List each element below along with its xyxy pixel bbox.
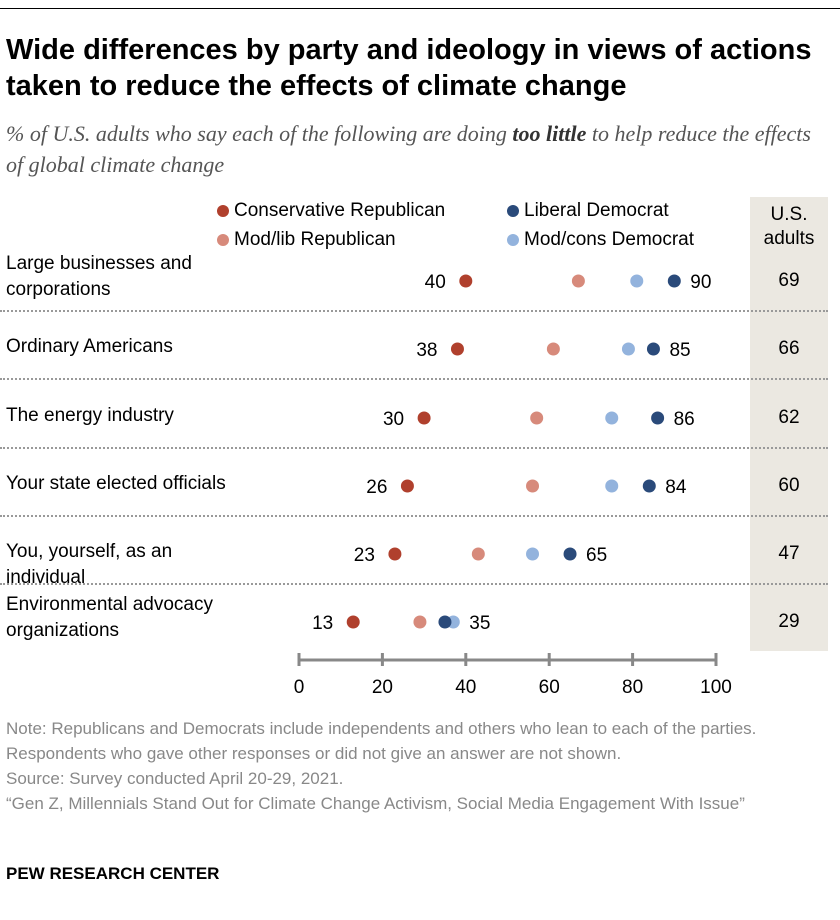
row-divider [0, 447, 828, 449]
conservative-republican-label: 40 [425, 272, 446, 293]
chart-subtitle: % of U.S. adults who say each of the fol… [6, 118, 826, 180]
conservative-republican-label: 38 [416, 340, 437, 361]
dot-mod-lib-republican [471, 547, 485, 561]
x-tick-label: 40 [455, 677, 476, 698]
dot-mod-lib-republican [526, 479, 540, 493]
us-adults-value: 29 [778, 611, 800, 632]
us-adults-column [750, 197, 828, 651]
x-tick-label: 60 [539, 677, 560, 698]
dot-conservative-republican [346, 615, 360, 629]
row-label: Your state elected officials [6, 473, 226, 494]
liberal-democrat-label: 90 [690, 272, 711, 293]
dot-liberal-democrat [563, 547, 577, 561]
row-divider [0, 515, 828, 517]
liberal-democrat-label: 84 [665, 477, 687, 498]
dot-liberal-democrat [651, 411, 665, 425]
dot-liberal-democrat [642, 479, 656, 493]
note-text: Note: Republicans and Democrats include … [6, 719, 757, 763]
dot-mod-lib-republican [413, 615, 427, 629]
dot-mod-cons-democrat [621, 342, 635, 356]
us-adults-value: 60 [778, 475, 800, 496]
dot-mod-cons-democrat [605, 411, 619, 425]
liberal-democrat-label: 85 [669, 340, 690, 361]
legend-label: Conservative Republican [234, 200, 446, 221]
legend-dot-icon [217, 205, 229, 217]
dot-liberal-democrat [646, 342, 660, 356]
dot-mod-lib-republican [530, 411, 544, 425]
conservative-republican-label: 23 [354, 545, 375, 566]
brand-logo-text: PEW RESEARCH CENTER [6, 864, 220, 883]
conservative-republican-label: 13 [312, 613, 333, 634]
dot-mod-lib-republican [571, 274, 585, 288]
dot-conservative-republican [388, 547, 402, 561]
report-title: “Gen Z, Millennials Stand Out for Climat… [6, 794, 745, 813]
subtitle-emphasis: too little [512, 121, 587, 146]
legend-dot-icon [217, 234, 229, 246]
dot-conservative-republican [450, 342, 464, 356]
dot-mod-cons-democrat [605, 479, 619, 493]
us-adults-value: 66 [778, 338, 800, 359]
row-label: Large businesses and corporations [6, 253, 192, 300]
legend-modlib-republican: Mod/lib Republican [217, 229, 396, 251]
row-label: Environmental advocacy organizations [6, 594, 213, 641]
legend-modcons-democrat: Mod/cons Democrat [507, 229, 694, 251]
source-text: Source: Survey conducted April 20-29, 20… [6, 769, 344, 788]
liberal-democrat-label: 35 [469, 613, 490, 634]
dot-liberal-democrat [667, 274, 681, 288]
top-rule [0, 8, 840, 9]
dot-conservative-republican [459, 274, 473, 288]
row-divider [0, 378, 828, 380]
legend-dot-icon [507, 205, 519, 217]
x-tick-label: 80 [622, 677, 643, 698]
conservative-republican-label: 26 [366, 477, 387, 498]
legend-label: Liberal Democrat [524, 200, 669, 221]
row-divider [0, 310, 828, 312]
dot-mod-cons-democrat [630, 274, 644, 288]
conservative-republican-label: 30 [383, 409, 404, 430]
dot-mod-lib-republican [546, 342, 560, 356]
us-adults-header: U.S. adults [763, 204, 815, 249]
us-adults-value: 62 [778, 407, 800, 428]
row-label: You, yourself, as an individual [6, 541, 173, 588]
x-tick-label: 20 [372, 677, 393, 698]
subtitle-text: % of U.S. adults who say each of the fol… [6, 121, 513, 146]
legend-conservative-republican: Conservative Republican [217, 200, 445, 222]
dot-mod-cons-democrat [526, 547, 540, 561]
row-label: The energy industry [6, 405, 174, 426]
chart-title: Wide differences by party and ideology i… [6, 34, 812, 102]
dot-conservative-republican [417, 411, 431, 425]
row-label: Ordinary Americans [6, 336, 173, 357]
liberal-democrat-label: 65 [586, 545, 607, 566]
legend-label: Mod/lib Republican [234, 229, 396, 250]
dot-liberal-democrat [438, 615, 452, 629]
liberal-democrat-label: 86 [674, 409, 695, 430]
legend-liberal-democrat: Liberal Democrat [507, 200, 669, 222]
us-adults-value: 47 [778, 543, 800, 564]
notes: Note: Republicans and Democrats include … [6, 716, 836, 816]
legend-dot-icon [507, 234, 519, 246]
subtitle-text-end: to help reduce the effects of global cli… [6, 121, 811, 177]
x-tick-label: 100 [700, 677, 732, 698]
legend-label: Mod/cons Democrat [524, 229, 695, 250]
row-divider [0, 583, 828, 585]
dot-conservative-republican [400, 479, 414, 493]
x-tick-label: 0 [294, 677, 305, 698]
us-adults-value: 69 [778, 270, 800, 291]
